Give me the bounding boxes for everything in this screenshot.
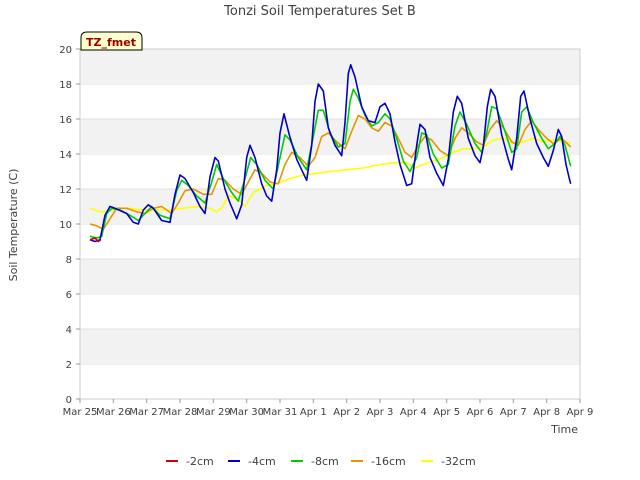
x-tick-label: Apr 1 xyxy=(300,407,327,418)
chart-title: Tonzi Soil Temperatures Set B xyxy=(223,4,416,19)
series-line-m2cm xyxy=(89,237,102,243)
x-axis-label: Time xyxy=(550,423,578,436)
x-tick-label: Apr 8 xyxy=(533,407,560,418)
station-label: TZ_fmet xyxy=(86,36,136,49)
series-line-m8cm xyxy=(89,88,572,239)
series-line-m4cm xyxy=(89,64,572,243)
legend-label: -16cm xyxy=(371,455,406,468)
legend-item: -8cm xyxy=(291,455,339,468)
grid-band xyxy=(80,329,580,364)
x-tick-label: Mar 25 xyxy=(63,407,98,418)
legend-item: -16cm xyxy=(351,455,406,468)
y-axis-label: Soil Temperature (C) xyxy=(7,169,20,282)
legend-item: -32cm xyxy=(421,455,476,468)
x-tick-label: Mar 31 xyxy=(263,407,298,418)
legend-item: -2cm xyxy=(166,455,214,468)
grid-band xyxy=(80,189,580,224)
x-tick-label: Mar 27 xyxy=(129,407,164,418)
legend-item: -4cm xyxy=(228,455,276,468)
y-tick-label: 0 xyxy=(66,395,72,406)
legend: -2cm -4cm -8cm -16cm -32cm xyxy=(166,455,476,468)
y-tick-label: 14 xyxy=(59,150,72,161)
y-tick-label: 16 xyxy=(59,115,72,126)
grid-bands xyxy=(80,48,580,365)
x-tick-label: Apr 5 xyxy=(433,407,460,418)
x-tick-label: Apr 3 xyxy=(367,407,394,418)
series-lines xyxy=(89,64,572,243)
x-tick-label: Apr 4 xyxy=(400,407,427,418)
y-tick-label: 2 xyxy=(66,360,72,371)
x-tick-label: Mar 26 xyxy=(96,407,131,418)
legend-label: -8cm xyxy=(311,455,339,468)
y-tick-label: 18 xyxy=(59,80,72,91)
station-label-box: TZ_fmet xyxy=(80,31,143,51)
y-tick-label: 6 xyxy=(66,290,72,301)
legend-label: -4cm xyxy=(248,455,276,468)
grid-band xyxy=(80,119,580,154)
legend-label: -2cm xyxy=(186,455,214,468)
legend-label: -32cm xyxy=(441,455,476,468)
y-tick-label: 20 xyxy=(59,45,72,56)
x-tick-label: Mar 29 xyxy=(196,407,231,418)
grid-band xyxy=(80,49,580,84)
x-tick-label: Apr 2 xyxy=(333,407,360,418)
y-axis-ticks: 0 2 4 6 8 10 12 14 16 18 20 xyxy=(59,45,80,406)
y-tick-label: 12 xyxy=(59,185,72,196)
grid-band xyxy=(80,259,580,294)
x-tick-label: Apr 6 xyxy=(467,407,494,418)
x-tick-label: Mar 28 xyxy=(163,407,198,418)
x-tick-label: Mar 30 xyxy=(229,407,264,418)
y-tick-label: 10 xyxy=(59,220,72,231)
y-tick-label: 8 xyxy=(66,255,72,266)
x-tick-label: Apr 7 xyxy=(500,407,527,418)
x-tick-label: Apr 9 xyxy=(567,407,594,418)
y-tick-label: 4 xyxy=(66,325,72,336)
